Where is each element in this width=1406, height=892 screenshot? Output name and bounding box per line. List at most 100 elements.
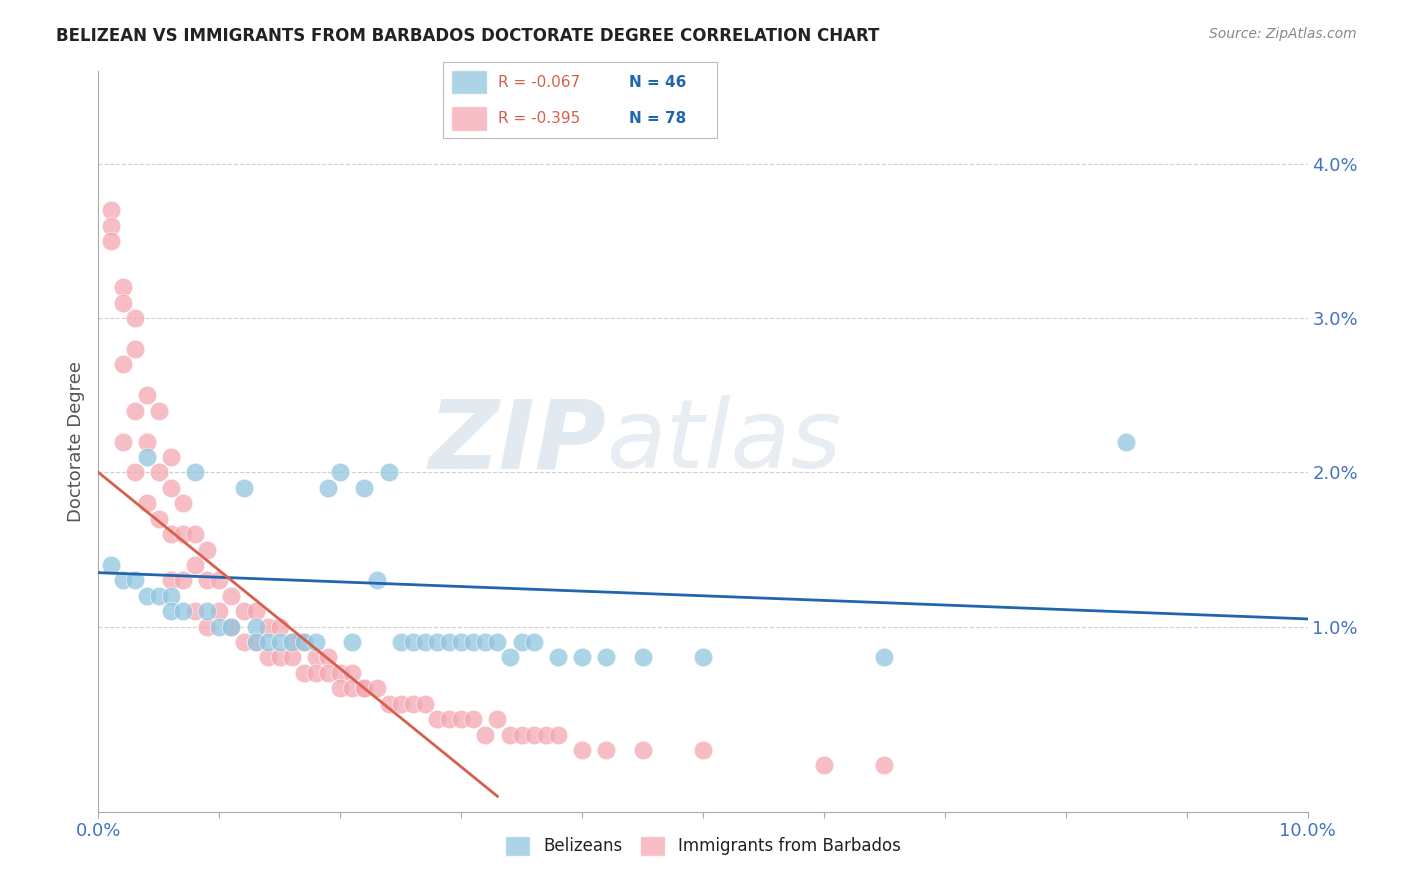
Point — [172, 574, 194, 588]
Point — [389, 697, 412, 711]
Point — [631, 650, 654, 665]
Point — [353, 681, 375, 696]
Point — [100, 219, 122, 233]
Point — [498, 650, 520, 665]
FancyBboxPatch shape — [451, 70, 486, 95]
Point — [595, 743, 617, 757]
Point — [160, 604, 183, 618]
Text: R = -0.067: R = -0.067 — [498, 75, 579, 90]
Point — [571, 743, 593, 757]
Point — [366, 681, 388, 696]
Point — [463, 712, 485, 726]
Point — [463, 635, 485, 649]
Point — [135, 496, 157, 510]
Point — [305, 665, 328, 680]
Point — [426, 635, 449, 649]
Point — [111, 295, 134, 310]
Point — [148, 589, 170, 603]
Point — [534, 728, 557, 742]
Point — [148, 511, 170, 525]
Point — [437, 635, 460, 649]
Point — [523, 728, 546, 742]
Point — [269, 619, 291, 633]
Point — [316, 650, 339, 665]
Point — [195, 542, 218, 557]
Legend: Belizeans, Immigrants from Barbados: Belizeans, Immigrants from Barbados — [499, 829, 907, 863]
Point — [184, 558, 207, 572]
Text: atlas: atlas — [606, 395, 841, 488]
Point — [305, 650, 328, 665]
Point — [474, 635, 496, 649]
Point — [426, 712, 449, 726]
Point — [195, 619, 218, 633]
Point — [402, 697, 425, 711]
Point — [437, 712, 460, 726]
Point — [160, 589, 183, 603]
Point — [221, 589, 243, 603]
Point — [135, 434, 157, 449]
Point — [232, 604, 254, 618]
Point — [316, 665, 339, 680]
Point — [111, 358, 134, 372]
Point — [245, 619, 267, 633]
Text: ZIP: ZIP — [429, 395, 606, 488]
Point — [221, 619, 243, 633]
Point — [160, 527, 183, 541]
Text: R = -0.395: R = -0.395 — [498, 111, 579, 126]
Point — [329, 466, 352, 480]
Point — [486, 712, 509, 726]
Point — [100, 234, 122, 248]
Point — [342, 665, 364, 680]
Point — [366, 574, 388, 588]
Point — [389, 635, 412, 649]
Point — [292, 635, 315, 649]
Point — [160, 481, 183, 495]
Y-axis label: Doctorate Degree: Doctorate Degree — [66, 361, 84, 522]
Point — [692, 650, 714, 665]
Point — [148, 466, 170, 480]
Point — [195, 574, 218, 588]
Point — [135, 450, 157, 464]
Point — [631, 743, 654, 757]
Point — [100, 558, 122, 572]
Point — [135, 589, 157, 603]
Point — [232, 481, 254, 495]
Point — [813, 758, 835, 772]
Point — [342, 681, 364, 696]
Point — [450, 635, 472, 649]
Point — [124, 466, 146, 480]
Point — [510, 635, 533, 649]
Point — [148, 403, 170, 417]
Point — [1115, 434, 1137, 449]
Text: N = 46: N = 46 — [630, 75, 686, 90]
Point — [221, 619, 243, 633]
Text: N = 78: N = 78 — [630, 111, 686, 126]
Point — [100, 203, 122, 218]
Point — [111, 280, 134, 294]
Point — [474, 728, 496, 742]
Point — [124, 311, 146, 326]
Point — [510, 728, 533, 742]
Point — [342, 635, 364, 649]
Point — [450, 712, 472, 726]
Point — [111, 574, 134, 588]
Point — [873, 758, 896, 772]
Point — [256, 635, 278, 649]
Point — [281, 635, 304, 649]
Point — [124, 574, 146, 588]
Point — [269, 635, 291, 649]
Point — [486, 635, 509, 649]
Point — [184, 527, 207, 541]
Point — [172, 496, 194, 510]
Point — [547, 650, 569, 665]
Point — [172, 527, 194, 541]
Point — [281, 650, 304, 665]
Point — [124, 342, 146, 356]
Point — [305, 635, 328, 649]
Point — [208, 574, 231, 588]
Point — [292, 635, 315, 649]
Point — [160, 450, 183, 464]
Point — [292, 665, 315, 680]
Point — [184, 604, 207, 618]
Point — [413, 635, 436, 649]
